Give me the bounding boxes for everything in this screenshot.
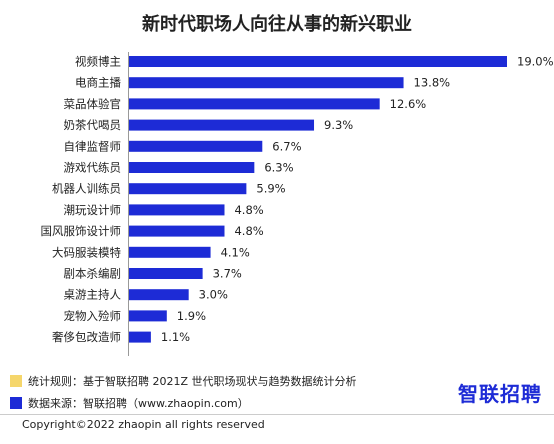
bar xyxy=(129,246,211,258)
value-label: 9.3% xyxy=(324,118,353,132)
bar xyxy=(129,162,255,173)
rule-note: 统计规则：基于智联招聘 2021Z 世代职场现状与趋势数据统计分析 xyxy=(10,370,357,392)
bar xyxy=(129,183,247,195)
source-swatch xyxy=(10,397,22,409)
bar xyxy=(129,268,203,279)
value-label: 5.9% xyxy=(256,182,285,196)
value-label: 3.7% xyxy=(213,267,242,281)
value-label: 6.3% xyxy=(264,161,293,175)
category-label: 大码服装模特 xyxy=(52,245,121,259)
chart-title: 新时代职场人向往从事的新兴职业 xyxy=(142,14,412,35)
category-label: 剧本杀编剧 xyxy=(64,267,122,281)
bar xyxy=(129,225,225,237)
bar xyxy=(129,77,404,89)
bar xyxy=(129,140,263,152)
source-note-text: 数据来源：智联招聘（www.zhaopin.com） xyxy=(28,397,249,410)
value-label: 6.7% xyxy=(272,139,301,153)
footer-divider xyxy=(0,414,554,415)
category-label: 菜品体验官 xyxy=(64,97,122,111)
category-label: 桌游主持人 xyxy=(64,288,122,302)
bar xyxy=(129,204,225,216)
zhaopin-logo: 智联招聘 xyxy=(458,382,542,406)
bar xyxy=(129,331,151,343)
category-label: 国风服饰设计师 xyxy=(41,224,122,238)
category-label: 潮玩设计师 xyxy=(64,203,122,217)
category-label: 奢侈包改造师 xyxy=(52,330,121,344)
category-label: 电商主播 xyxy=(75,76,121,90)
bar-chart: 视频博主 19.0% 电商主播 13.8% 菜品体验官 12.6% 奶茶代喝员 9.3% 自律监… xyxy=(41,52,554,356)
category-label: 宠物入殓师 xyxy=(64,309,122,323)
value-label: 4.8% xyxy=(234,203,263,217)
value-label: 1.1% xyxy=(161,330,190,344)
value-label: 12.6% xyxy=(390,97,427,111)
value-label: 19.0% xyxy=(517,55,554,69)
value-label: 1.9% xyxy=(177,309,206,323)
value-label: 3.0% xyxy=(199,288,228,302)
value-label: 13.8% xyxy=(414,76,451,90)
category-label: 奶茶代喝员 xyxy=(64,118,122,132)
category-label: 自律监督师 xyxy=(64,139,122,153)
category-label: 游戏代练员 xyxy=(64,161,122,175)
bar xyxy=(129,310,167,322)
chart-notes: 统计规则：基于智联招聘 2021Z 世代职场现状与趋势数据统计分析 数据来源：智… xyxy=(10,370,357,414)
source-note: 数据来源：智联招聘（www.zhaopin.com） xyxy=(10,392,357,414)
rule-note-text: 统计规则：基于智联招聘 2021Z 世代职场现状与趋势数据统计分析 xyxy=(28,375,357,388)
category-label: 机器人训练员 xyxy=(52,182,121,196)
value-label: 4.1% xyxy=(221,245,250,259)
value-label: 4.8% xyxy=(234,224,263,238)
bar xyxy=(129,289,189,301)
bar xyxy=(129,98,380,110)
bar xyxy=(129,119,315,131)
category-label: 视频博主 xyxy=(75,55,121,69)
rule-swatch xyxy=(10,375,22,387)
copyright-text: Copyright©2022 zhaopin all rights reserv… xyxy=(22,418,265,431)
bar xyxy=(129,56,507,67)
